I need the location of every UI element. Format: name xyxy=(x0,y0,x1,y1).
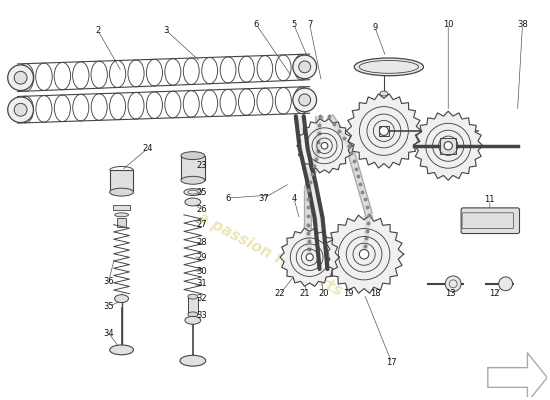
Text: 36: 36 xyxy=(103,277,114,286)
Ellipse shape xyxy=(109,188,134,196)
FancyBboxPatch shape xyxy=(461,208,520,234)
Text: 17: 17 xyxy=(387,358,397,367)
Text: 29: 29 xyxy=(196,253,207,262)
Ellipse shape xyxy=(380,91,388,96)
Polygon shape xyxy=(280,228,339,286)
Text: 27: 27 xyxy=(196,220,207,229)
Circle shape xyxy=(14,71,27,84)
Polygon shape xyxy=(414,111,483,180)
Text: 19: 19 xyxy=(343,289,354,298)
Polygon shape xyxy=(346,94,421,168)
Circle shape xyxy=(299,61,311,73)
Circle shape xyxy=(293,88,317,112)
Bar xyxy=(379,126,389,136)
Text: 33: 33 xyxy=(196,311,207,320)
Bar xyxy=(109,170,134,192)
Bar xyxy=(113,205,130,210)
Circle shape xyxy=(299,94,311,106)
Bar xyxy=(188,297,198,314)
Ellipse shape xyxy=(114,213,129,217)
Text: 20: 20 xyxy=(318,289,329,298)
Circle shape xyxy=(499,277,513,291)
Text: 37: 37 xyxy=(258,194,270,202)
Text: 7: 7 xyxy=(307,20,312,29)
Circle shape xyxy=(379,126,388,136)
Circle shape xyxy=(446,276,461,292)
Circle shape xyxy=(359,250,369,259)
Text: 23: 23 xyxy=(196,161,207,170)
Text: 35: 35 xyxy=(103,302,114,311)
Text: 5: 5 xyxy=(291,20,296,29)
Text: 4: 4 xyxy=(291,194,296,202)
Ellipse shape xyxy=(114,295,129,302)
Text: 9: 9 xyxy=(372,23,378,32)
Text: 2: 2 xyxy=(95,26,101,35)
Text: 30: 30 xyxy=(196,266,207,276)
Bar xyxy=(441,138,456,154)
Circle shape xyxy=(14,103,27,116)
Text: 26: 26 xyxy=(196,205,207,214)
Polygon shape xyxy=(324,215,404,293)
Circle shape xyxy=(293,55,317,79)
Text: 12: 12 xyxy=(490,289,500,298)
Text: 13: 13 xyxy=(445,289,455,298)
Ellipse shape xyxy=(109,345,134,355)
Polygon shape xyxy=(296,116,327,269)
Text: 18: 18 xyxy=(370,289,380,298)
Text: 21: 21 xyxy=(299,289,310,298)
Text: 3: 3 xyxy=(163,26,169,35)
Ellipse shape xyxy=(181,176,205,184)
Ellipse shape xyxy=(188,294,198,299)
Circle shape xyxy=(8,65,34,90)
Text: 6: 6 xyxy=(254,20,259,29)
Ellipse shape xyxy=(188,312,198,317)
Text: 32: 32 xyxy=(196,294,207,303)
Ellipse shape xyxy=(354,58,424,76)
Polygon shape xyxy=(297,118,352,173)
Circle shape xyxy=(321,142,328,149)
Ellipse shape xyxy=(185,316,201,324)
Text: 11: 11 xyxy=(485,196,495,204)
Text: 6: 6 xyxy=(226,194,231,202)
Circle shape xyxy=(306,254,313,261)
Text: 24: 24 xyxy=(142,144,152,153)
Text: 22: 22 xyxy=(274,289,285,298)
Text: 28: 28 xyxy=(196,238,207,247)
Bar xyxy=(181,156,205,180)
Text: 38: 38 xyxy=(517,20,528,29)
Polygon shape xyxy=(488,353,547,400)
Text: a passion for parts: a passion for parts xyxy=(195,210,345,299)
Text: 25: 25 xyxy=(196,188,207,197)
Circle shape xyxy=(444,142,453,150)
Ellipse shape xyxy=(184,189,202,196)
Text: 31: 31 xyxy=(196,279,207,288)
Circle shape xyxy=(8,97,34,122)
Ellipse shape xyxy=(185,198,201,206)
Text: 10: 10 xyxy=(443,20,454,29)
Ellipse shape xyxy=(181,152,205,160)
Text: 34: 34 xyxy=(103,329,114,338)
Ellipse shape xyxy=(180,355,206,366)
